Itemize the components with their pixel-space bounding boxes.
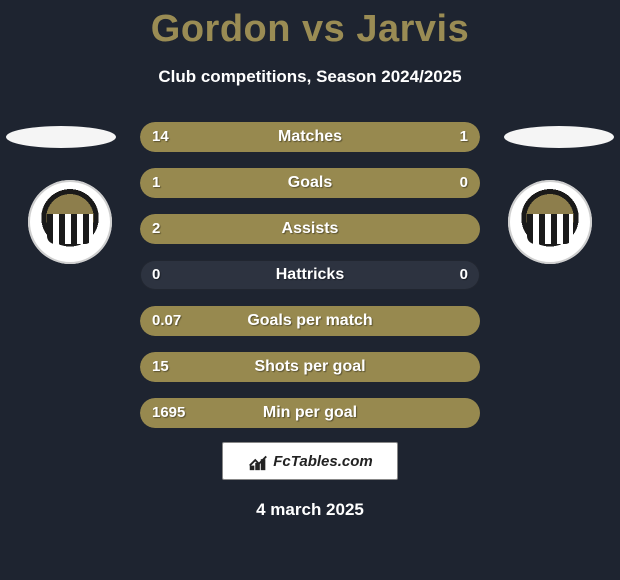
stat-label: Goals per match xyxy=(140,306,480,336)
stat-row: 15 Shots per goal xyxy=(140,352,480,382)
stat-row: 0.07 Goals per match xyxy=(140,306,480,336)
stat-value-right: 1 xyxy=(460,122,468,152)
stat-label: Hattricks xyxy=(140,260,480,290)
stat-row: 14 Matches 1 xyxy=(140,122,480,152)
stat-row: 1 Goals 0 xyxy=(140,168,480,198)
stat-label: Min per goal xyxy=(140,398,480,428)
club-crest-left xyxy=(28,180,112,264)
subtitle: Club competitions, Season 2024/2025 xyxy=(0,67,620,87)
stat-label: Shots per goal xyxy=(140,352,480,382)
page-title: Gordon vs Jarvis xyxy=(0,0,620,51)
stat-row: 2 Assists xyxy=(140,214,480,244)
date-label: 4 march 2025 xyxy=(0,500,620,520)
stats-bars: 14 Matches 1 1 Goals 0 2 Assists 0 Hattr… xyxy=(140,122,480,444)
fctables-link[interactable]: FcTables.com xyxy=(222,442,398,480)
club-crest-right xyxy=(508,180,592,264)
stat-label: Matches xyxy=(140,122,480,152)
country-flag-left xyxy=(6,126,116,148)
stat-row: 1695 Min per goal xyxy=(140,398,480,428)
country-flag-right xyxy=(504,126,614,148)
stat-label: Assists xyxy=(140,214,480,244)
stat-value-right: 0 xyxy=(460,260,468,290)
stat-value-right: 0 xyxy=(460,168,468,198)
fctables-label: FcTables.com xyxy=(273,453,372,470)
chart-icon xyxy=(247,450,269,472)
stat-row: 0 Hattricks 0 xyxy=(140,260,480,290)
stat-label: Goals xyxy=(140,168,480,198)
